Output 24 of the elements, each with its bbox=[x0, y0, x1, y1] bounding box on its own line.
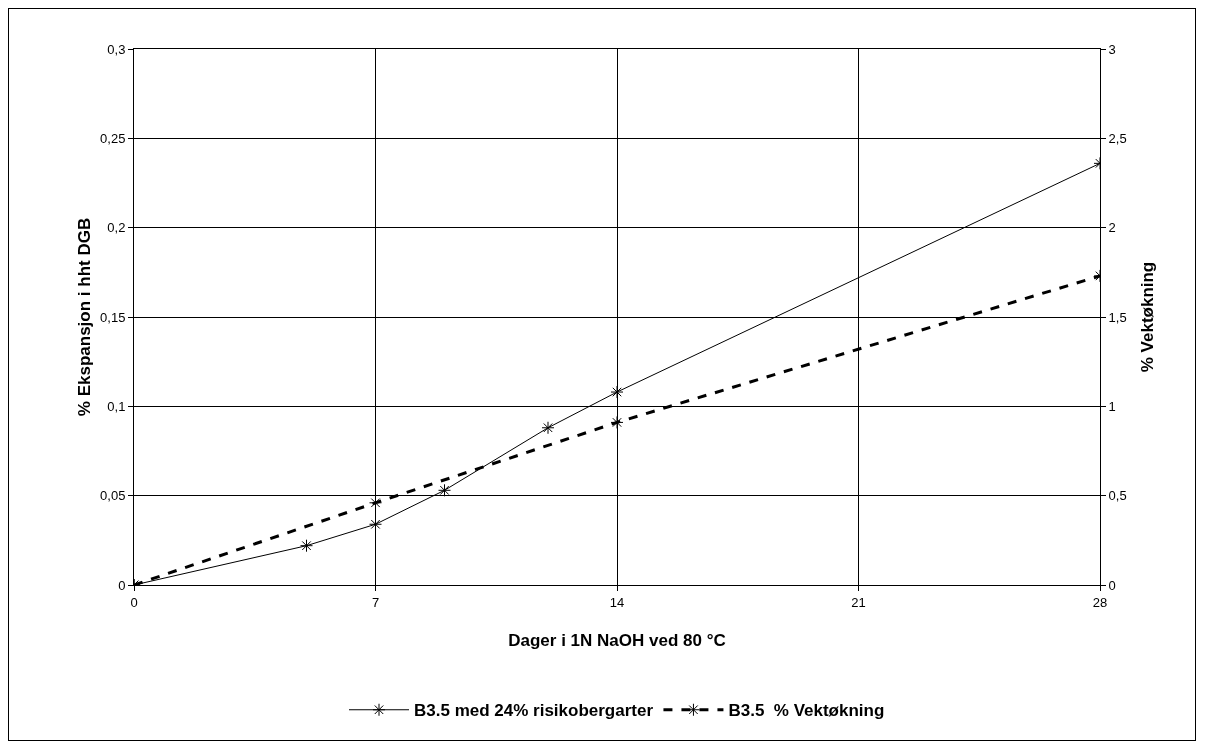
legend-label: B3.5 % Vektøkning bbox=[728, 701, 885, 721]
y2-tick-label: 3 bbox=[1108, 41, 1116, 57]
y2-tick-label: 0 bbox=[1108, 577, 1116, 593]
y2-tick-label: 0,5 bbox=[1108, 488, 1127, 504]
y2-tick-label: 2 bbox=[1108, 220, 1116, 236]
y2-tick-label: 1,5 bbox=[1108, 309, 1127, 325]
y-tick-label: 0,25 bbox=[100, 130, 126, 146]
x-tick-label: 0 bbox=[130, 594, 138, 610]
y-tick-label: 0 bbox=[118, 577, 126, 593]
y2-axis-title: % Vektøkning bbox=[1137, 261, 1157, 373]
y-tick-label: 0,3 bbox=[107, 41, 126, 57]
y2-tick-label: 2,5 bbox=[1108, 130, 1127, 146]
x-tick-label: 28 bbox=[1092, 594, 1108, 610]
y-tick-label: 0,15 bbox=[100, 309, 126, 325]
legend-label: B3.5 med 24% risikobergarter bbox=[414, 701, 654, 721]
y2-tick-label: 1 bbox=[1108, 398, 1116, 414]
y-tick-label: 0,1 bbox=[107, 398, 126, 414]
y-tick-label: 0,05 bbox=[100, 488, 126, 504]
y-axis-title: % Ekspansjon i hht DGB bbox=[75, 217, 94, 417]
x-tick-label: 21 bbox=[851, 594, 866, 610]
x-tick-label: 7 bbox=[371, 594, 380, 610]
x-tick-label: 14 bbox=[609, 594, 625, 610]
y-tick-label: 0,2 bbox=[107, 220, 126, 236]
x-axis-title: Dager i 1N NaOH ved 80 °C bbox=[508, 631, 726, 650]
